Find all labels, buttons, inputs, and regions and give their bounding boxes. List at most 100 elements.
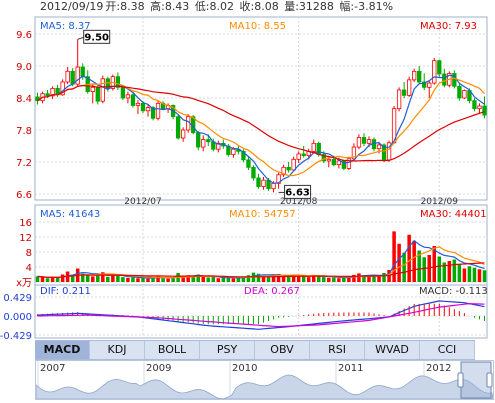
candle — [406, 76, 412, 97]
candle-body — [427, 82, 432, 88]
tab-wvad[interactable]: WVAD — [365, 341, 420, 359]
candle-body — [175, 116, 181, 139]
candle — [482, 96, 487, 119]
navigator-year-label: 2010 — [232, 363, 257, 374]
candle — [381, 143, 387, 162]
candle-body — [432, 60, 437, 84]
candle-body — [361, 137, 367, 144]
candle — [50, 86, 55, 100]
price-legend-ma30: MA30: 7.93 — [420, 21, 477, 32]
candle-body — [135, 102, 141, 106]
candle-body — [140, 102, 146, 112]
drag-handle-icon[interactable] — [457, 372, 464, 388]
chart-canvas[interactable]: 9.6 9.0 8.4 7.8 7.2 6.6 2012/07 2012/08 2012/09 M… — [0, 0, 495, 340]
candle-body — [422, 81, 427, 88]
candle-body — [412, 70, 417, 81]
tab-macd[interactable]: MACD — [35, 341, 90, 359]
tab-psy[interactable]: PSY — [200, 341, 255, 359]
volume-bar — [121, 277, 125, 282]
volume-bar — [236, 277, 241, 282]
price-y-tick: 6.6 — [16, 190, 32, 201]
quote-volume: 量:31288 — [284, 0, 334, 13]
candle — [140, 101, 146, 113]
tab-rsi[interactable]: RSI — [310, 341, 365, 359]
navigator-canvas[interactable]: 2007 2009 2010 2011 2012 — [35, 361, 494, 400]
tab-cci[interactable]: CCI — [420, 341, 475, 359]
price-legend-ma5: MA5: 8.37 — [40, 21, 91, 32]
volume-bar — [186, 275, 190, 282]
candle — [477, 103, 482, 114]
volume-bar — [231, 278, 236, 282]
candle — [75, 39, 80, 87]
price-y-tick: 9.6 — [16, 30, 32, 41]
candle-body — [286, 166, 291, 171]
candle — [145, 104, 151, 117]
volume-bar — [442, 262, 447, 282]
time-navigator[interactable]: 2007 2009 2010 2011 2012 — [35, 360, 494, 400]
price-y-tick: 7.2 — [16, 158, 32, 169]
volume-ma30-line — [37, 262, 485, 279]
volume-bar — [477, 269, 482, 282]
volume-bar — [55, 277, 60, 282]
volume-bar — [141, 277, 145, 282]
annotation-label: 9.50 — [84, 32, 109, 43]
candle-body — [417, 70, 422, 83]
volume-bar — [246, 275, 251, 282]
volume-y-tick: x万 — [16, 278, 32, 289]
macd-y-tick: -0.429 — [0, 331, 32, 340]
volume-bar — [437, 256, 442, 282]
macd-y-tick: 0.429 — [3, 293, 32, 304]
volume-bar — [407, 234, 411, 282]
candle — [90, 84, 95, 104]
candle-body — [70, 70, 75, 85]
candle-body — [50, 88, 55, 97]
candle-body — [301, 153, 306, 156]
volume-bar — [241, 276, 246, 282]
candle — [326, 156, 331, 168]
volume-bar — [392, 231, 396, 282]
volume-legend-ma30: MA30: 44401 — [420, 209, 487, 220]
volume-bar — [276, 274, 281, 282]
candle — [356, 134, 362, 150]
annotation-label: 6.63 — [285, 187, 310, 198]
candle — [95, 85, 100, 105]
candle-body — [462, 90, 467, 99]
candle-body — [366, 139, 372, 144]
quote-header: 2012/09/19 开:8.38 高:8.43 低:8.02 收:8.08 量:… — [40, 0, 395, 14]
volume-bar — [266, 276, 271, 282]
navigator-year-label: 2009 — [146, 363, 171, 374]
candle — [401, 82, 407, 98]
volume-bar — [286, 276, 291, 282]
candle-body — [206, 139, 211, 143]
candle-body — [256, 177, 261, 187]
drag-handle-icon[interactable] — [486, 372, 493, 388]
candle — [462, 89, 467, 100]
tab-kdj[interactable]: KDJ — [90, 341, 145, 359]
candle-body — [150, 107, 156, 119]
macd-legend-dif: DIF: 0.211 — [40, 286, 91, 297]
volume-bar — [101, 272, 105, 282]
tab-boll[interactable]: BOLL — [145, 341, 200, 359]
tab-obv[interactable]: OBV — [255, 341, 310, 359]
dea-line — [37, 302, 485, 328]
candle — [120, 86, 126, 101]
volume-bar — [45, 278, 50, 282]
volume-bar — [472, 267, 477, 282]
candle — [251, 165, 256, 181]
candle — [100, 75, 105, 104]
candle — [301, 146, 306, 158]
volume-bar — [306, 277, 311, 282]
candle-body — [457, 85, 462, 99]
candle-body — [226, 145, 231, 155]
volume-bar — [85, 275, 90, 282]
volume-y-tick: 16 — [19, 218, 32, 229]
volume-bar — [196, 274, 200, 282]
volume-bar — [432, 246, 437, 282]
candle — [361, 133, 367, 146]
candle-body — [356, 137, 362, 148]
volume-bar — [211, 277, 216, 282]
candle-body — [241, 150, 246, 161]
candle — [422, 73, 427, 90]
volume-bar — [322, 277, 326, 282]
candle-body — [261, 179, 266, 187]
